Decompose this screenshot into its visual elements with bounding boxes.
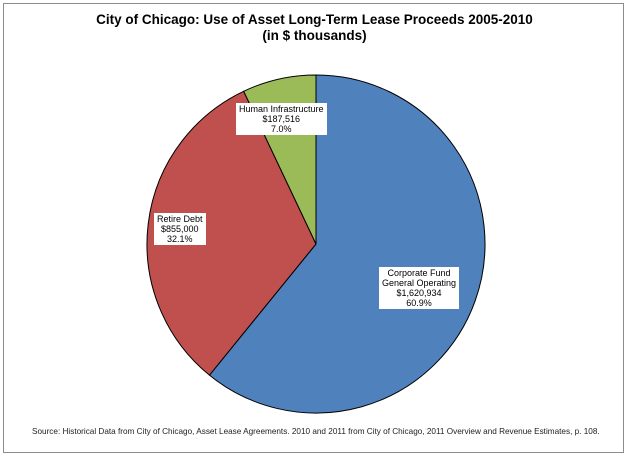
chart-title-block: City of Chicago: Use of Asset Long-Term … <box>4 12 625 44</box>
pie-slice-corporate-fund <box>208 74 486 414</box>
slice-value: $187,516 <box>262 114 301 124</box>
slice-value: $1,620,934 <box>396 288 442 298</box>
slice-percent: 32.1% <box>167 234 193 244</box>
slice-value: $855,000 <box>160 224 199 234</box>
slice-label-corporate-fund: Corporate Fund General Operating $1,620,… <box>379 267 460 309</box>
slice-percent: 7.0% <box>271 124 292 134</box>
slice-label-line: Corporate Fund <box>387 268 451 278</box>
slice-label-retire-debt: Retire Debt $855,000 32.1% <box>154 213 206 245</box>
source-note: Source: Historical Data from City of Chi… <box>32 427 600 436</box>
pie-chart <box>146 74 486 414</box>
slice-label-line: Human Infrastructure <box>239 104 324 114</box>
slice-label-human-infrastructure: Human Infrastructure $187,516 7.0% <box>236 103 327 135</box>
slice-percent: 60.9% <box>406 298 432 308</box>
pie-slice-retire-debt <box>146 90 317 376</box>
slice-label-line: General Operating <box>382 278 457 288</box>
chart-title: City of Chicago: Use of Asset Long-Term … <box>96 12 533 27</box>
slice-label-line: Retire Debt <box>157 214 203 224</box>
chart-subtitle: (in $ thousands) <box>262 28 367 43</box>
chart-area: City of Chicago: Use of Asset Long-Term … <box>3 3 624 453</box>
